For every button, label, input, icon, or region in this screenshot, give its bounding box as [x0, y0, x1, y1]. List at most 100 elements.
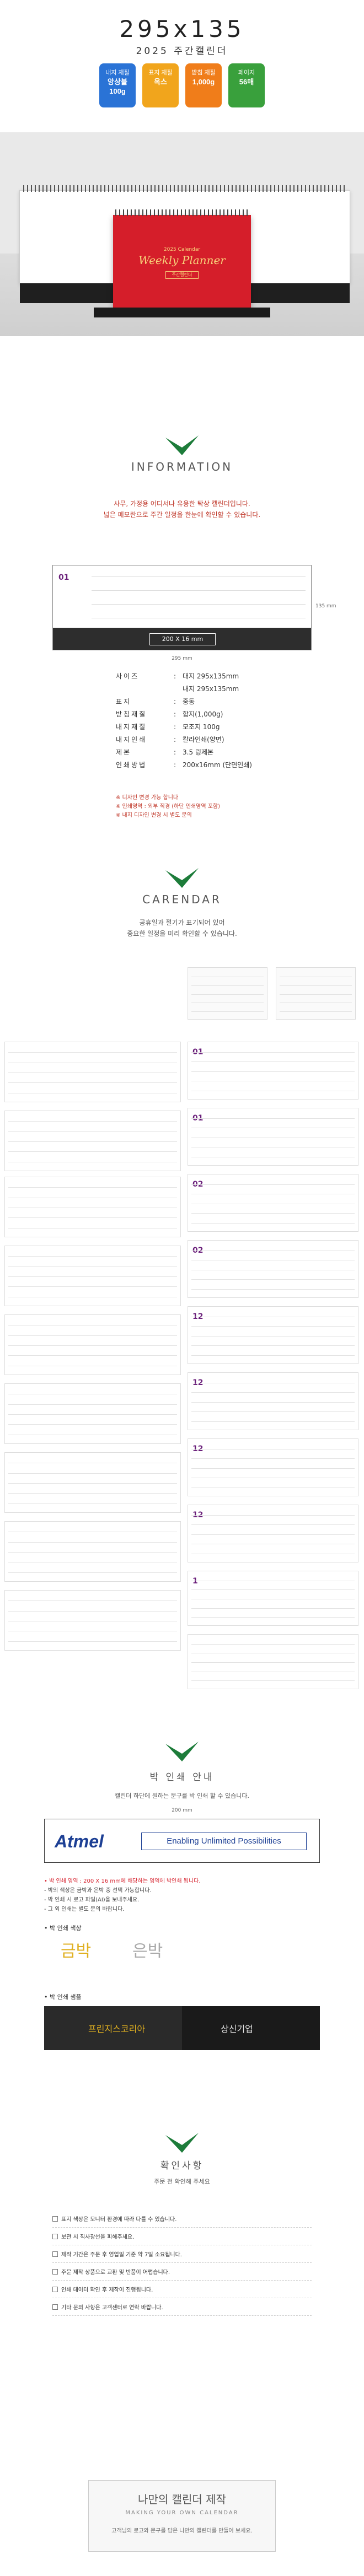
ruled-line	[191, 1589, 355, 1591]
ruled-line	[8, 1542, 177, 1543]
ruled-line	[8, 1493, 177, 1494]
ruled-line	[8, 1151, 177, 1152]
ruled-line	[8, 1286, 177, 1287]
ruled-line	[191, 1118, 355, 1119]
cover-year: 2025 Calendar	[163, 247, 201, 252]
foil-example: Atmel Enabling Unlimited Possibilities	[44, 1819, 320, 1863]
calendar-page	[4, 1521, 181, 1582]
badge-cover-label: 표지 재질	[148, 69, 173, 76]
spec-row: 내지 295x135mm	[183, 685, 239, 693]
badge-base-value: 1,000g	[192, 77, 215, 86]
badge-paper: 내지 재질 앙상블 100g	[99, 63, 136, 107]
ring-binding	[23, 185, 346, 192]
checkbox-icon	[52, 2286, 58, 2292]
information-heading: INFORMATION	[131, 460, 233, 473]
foil-heading: 박 인쇄 안내	[149, 1772, 215, 1783]
week-page: 12	[188, 1438, 358, 1496]
ruled-line	[8, 1335, 177, 1336]
spec-row: 내지재질: 모조지 100g	[116, 723, 220, 731]
calendar-page	[4, 1590, 181, 1651]
ruled-line	[8, 1414, 177, 1415]
check-list: 표지 색상은 모니터 환경에 따라 다를 수 있습니다. 보관 시 직사광선을 …	[52, 2210, 312, 2316]
calendar-quote-line1: 공휴일과 절기가 표기되어 있어	[139, 919, 225, 926]
ruled-line	[191, 1411, 355, 1412]
ruled-line	[191, 1279, 355, 1280]
week-page: 12	[188, 1306, 358, 1364]
badge-cover: 표지 재질 옥스	[142, 63, 179, 107]
badge-base-label: 받침 재질	[191, 69, 216, 76]
ruled-line	[191, 1643, 355, 1645]
ruled-line	[8, 1552, 177, 1553]
ruled-line	[8, 1641, 177, 1642]
ruled-line	[191, 1468, 355, 1469]
spec-row: 내지인쇄: 칼라인쇄(양면)	[116, 735, 224, 744]
week-page: 01	[188, 1108, 358, 1166]
foil-width-dimension: 200 mm	[172, 1808, 192, 1813]
ruled-line	[8, 1082, 177, 1084]
checkbox-icon	[52, 2268, 58, 2275]
spec-row: 표지: 중동	[116, 697, 195, 706]
foil-note: - 그 외 인쇄는 별도 문의 바랍니다.	[44, 1906, 125, 1912]
ruled-line	[191, 1071, 355, 1072]
ruled-line	[8, 1404, 177, 1405]
ruled-line	[191, 1345, 355, 1346]
week-page: 1	[188, 1571, 358, 1626]
checkbox-icon	[52, 2304, 58, 2310]
ruled-line	[191, 1355, 355, 1356]
badge-pages-value: 56매	[239, 77, 254, 86]
ruled-line	[191, 1213, 355, 1214]
ruled-line	[8, 1424, 177, 1425]
check-item: 제작 기간은 주문 후 영업일 기준 약 7일 소요됩니다.	[52, 2245, 312, 2263]
badge-pages: 페이지 56매	[228, 63, 265, 107]
height-dimension: 135 mm	[315, 603, 336, 609]
ruled-line	[191, 1011, 264, 1012]
cover-stand	[94, 308, 270, 317]
check-item: 표지 색상은 모니터 환경에 따라 다를 수 있습니다.	[52, 2210, 312, 2228]
example-logo: Atmel	[55, 1831, 104, 1851]
information-quote-line1: 사무, 가정용 어디서나 유용한 탁상 캘린더입니다.	[114, 500, 250, 508]
ruled-line	[191, 985, 264, 986]
ruled-line	[191, 994, 264, 995]
calendar-page	[4, 1246, 181, 1306]
ruled-line	[191, 1524, 355, 1525]
product-size-title: 295x135	[119, 15, 245, 42]
week-page: 01	[188, 1042, 358, 1100]
cover-title: Weekly Planner	[138, 254, 226, 267]
ruled-line	[8, 1572, 177, 1573]
information-quote-line2: 넓은 메모란으로 주간 일정을 한눈에 확인할 수 있습니다.	[103, 510, 261, 519]
badge-cover-value: 옥스	[154, 77, 167, 86]
spec-row: 인쇄방법:200x16mm (단면인쇄)	[116, 761, 252, 769]
checkbox-icon	[52, 2216, 58, 2222]
ruled-line	[8, 1131, 177, 1132]
check-item: 기타 문의 사항은 고객센터로 연락 바랍니다.	[52, 2298, 312, 2316]
check-heading: 확인사항	[160, 2160, 204, 2171]
year-overview-page	[188, 967, 267, 1020]
ruled-line	[191, 1680, 355, 1682]
ruled-line	[191, 1222, 355, 1224]
ruled-line	[280, 994, 352, 995]
width-dimension: 295 mm	[172, 656, 192, 661]
ruled-line	[8, 1256, 177, 1257]
ruled-line	[280, 985, 352, 986]
ruled-line	[191, 1515, 355, 1516]
ruled-line	[8, 1473, 177, 1474]
foil-sample: 프린지스코리아 상신기업	[44, 2006, 320, 2050]
footer-body: 고객님의 로고와 문구를 담은 나만의 캘린더를 만들어 보세요.	[111, 2528, 253, 2534]
foil-sample-title: • 박 인쇄 샘플	[44, 1993, 82, 2001]
check-item: 보관 시 직사광선을 피해주세요.	[52, 2228, 312, 2245]
ruled-line	[8, 1187, 177, 1188]
check-mark-icon	[165, 2133, 199, 2153]
ruled-line	[8, 1483, 177, 1484]
calendar-quote-line2: 중요한 일정을 미리 확인할 수 있습니다.	[127, 929, 237, 937]
ruled-line	[191, 1184, 355, 1185]
check-intro: 주문 전 확인해 주세요	[154, 2178, 210, 2185]
ruled-line	[191, 1052, 355, 1053]
calendar-cover: 2025 Calendar Weekly Planner 주간캘린더	[113, 209, 251, 309]
spec-row: 제본:3.5 링제본	[116, 748, 214, 757]
sample-right: 상신기업	[182, 2006, 320, 2050]
product-photo: 2025 Calendar Weekly Planner 주간캘린더	[0, 132, 364, 336]
ruled-line	[280, 1011, 352, 1012]
ruled-line	[8, 1121, 177, 1122]
footer-banner: 나만의 캘린더 제작 MAKING YOUR OWN CALENDAR 고객님의…	[88, 2480, 276, 2552]
sample-left: 프린지스코리아	[44, 2006, 182, 2050]
